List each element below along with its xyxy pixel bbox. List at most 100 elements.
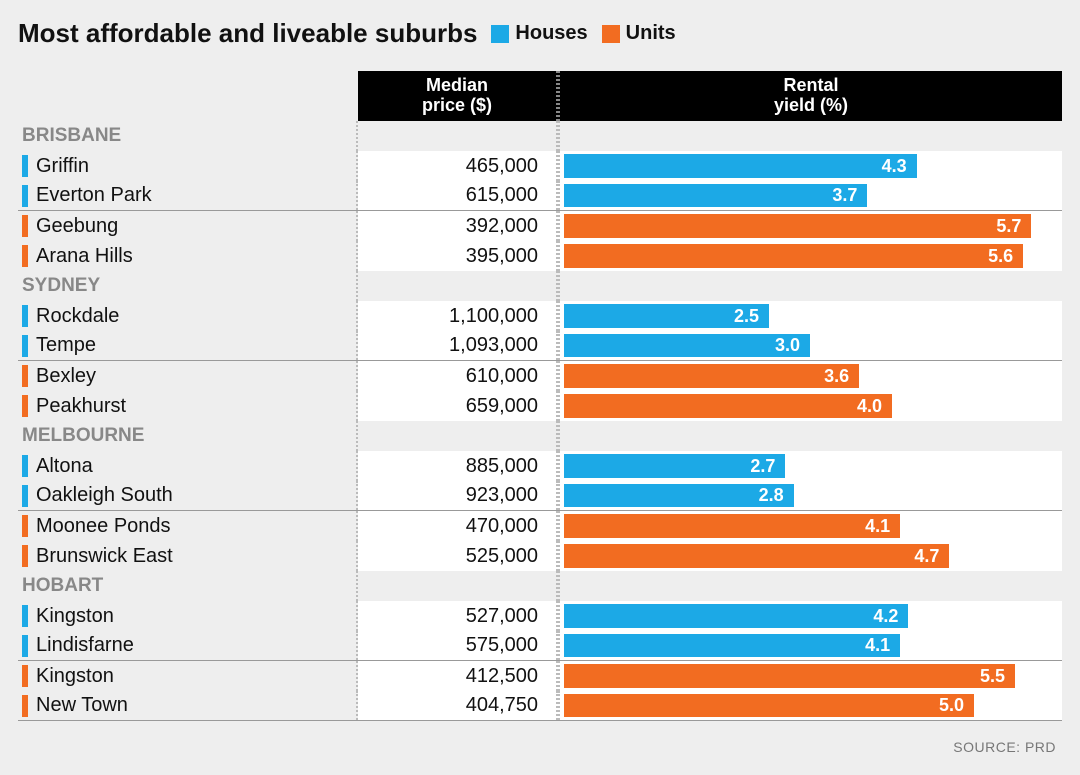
- yield-cell: 5.0: [558, 691, 1062, 720]
- suburb-name-cell: Peakhurst: [18, 391, 358, 421]
- suburb-name: Bexley: [36, 365, 96, 388]
- yield-bar: 4.0: [564, 394, 892, 418]
- row-type-tag: [22, 485, 28, 507]
- suburb-name-cell: Lindisfarne: [18, 631, 358, 660]
- suburb-name-cell: Tempe: [18, 331, 358, 360]
- yield-cell: 5.5: [558, 661, 1062, 691]
- row-type-tag: [22, 395, 28, 417]
- median-price: 465,000: [358, 151, 558, 181]
- city-yield-blank: [558, 421, 1062, 451]
- yield-bar: 3.0: [564, 334, 810, 357]
- suburb-name: Tempe: [36, 334, 96, 357]
- city-label: MELBOURNE: [18, 421, 358, 451]
- table-row: Tempe 1,093,000 3.0: [18, 331, 1062, 361]
- row-type-tag: [22, 305, 28, 327]
- city-row: BRISBANE: [18, 121, 1062, 151]
- row-type-tag: [22, 155, 28, 177]
- suburb-name-cell: Griffin: [18, 151, 358, 181]
- header-blank: [18, 71, 358, 121]
- legend-houses-swatch: [491, 25, 509, 43]
- header-yield: Rental yield (%): [558, 71, 1062, 121]
- yield-cell: 5.6: [558, 241, 1062, 271]
- suburb-name-cell: Altona: [18, 451, 358, 481]
- table-row: Moonee Ponds 470,0004.1: [18, 511, 1062, 541]
- suburb-name: Arana Hills: [36, 245, 133, 268]
- table-row: Kingston527,0004.2: [18, 601, 1062, 631]
- city-label: BRISBANE: [18, 121, 358, 151]
- yield-cell: 3.0: [558, 331, 1062, 360]
- median-price: 404,750: [358, 691, 558, 720]
- yield-cell: 3.7: [558, 181, 1062, 210]
- yield-cell: 4.0: [558, 391, 1062, 421]
- median-price: 470,000: [358, 511, 558, 541]
- yield-bar: 3.6: [564, 364, 859, 388]
- yield-bar: 2.8: [564, 484, 794, 507]
- table-row: Brunswick East525,0004.7: [18, 541, 1062, 571]
- title-row: Most affordable and liveable suburbs Hou…: [18, 18, 1062, 49]
- header-price-l2: price ($): [422, 96, 492, 116]
- city-price-blank: [358, 121, 558, 151]
- city-yield-blank: [558, 121, 1062, 151]
- median-price: 1,093,000: [358, 331, 558, 360]
- row-type-tag: [22, 695, 28, 717]
- table-row: Oakleigh South923,0002.8: [18, 481, 1062, 511]
- table-row: Lindisfarne575,000 4.1: [18, 631, 1062, 661]
- median-price: 885,000: [358, 451, 558, 481]
- yield-cell: 2.7: [558, 451, 1062, 481]
- header-yield-l2: yield (%): [774, 96, 848, 116]
- city-label: HOBART: [18, 571, 358, 601]
- yield-bar: 4.7: [564, 544, 949, 568]
- suburb-name: Griffin: [36, 155, 89, 178]
- yield-cell: 2.5: [558, 301, 1062, 331]
- yield-cell: 5.7: [558, 211, 1062, 241]
- suburb-name: Oakleigh South: [36, 484, 173, 507]
- yield-bar: 5.7: [564, 214, 1031, 238]
- median-price: 659,000: [358, 391, 558, 421]
- city-row: HOBART: [18, 571, 1062, 601]
- header-price: Median price ($): [358, 71, 558, 121]
- median-price: 615,000: [358, 181, 558, 210]
- yield-bar: 5.0: [564, 694, 974, 717]
- source-credit: SOURCE: PRD: [18, 739, 1062, 755]
- row-type-tag: [22, 605, 28, 627]
- row-type-tag: [22, 365, 28, 387]
- city-yield-blank: [558, 271, 1062, 301]
- median-price: 525,000: [358, 541, 558, 571]
- suburb-name: Everton Park: [36, 184, 152, 207]
- suburb-name: Kingston: [36, 605, 114, 628]
- city-row: SYDNEY: [18, 271, 1062, 301]
- suburb-name: Altona: [36, 455, 93, 478]
- suburb-name: Moonee Ponds: [36, 515, 171, 538]
- yield-cell: 2.8: [558, 481, 1062, 510]
- legend-houses-label: Houses: [515, 22, 587, 45]
- legend-houses: Houses: [491, 22, 587, 45]
- city-row: MELBOURNE: [18, 421, 1062, 451]
- city-label: SYDNEY: [18, 271, 358, 301]
- legend-units-swatch: [602, 25, 620, 43]
- median-price: 527,000: [358, 601, 558, 631]
- median-price: 610,000: [358, 361, 558, 391]
- yield-bar: 4.1: [564, 634, 900, 657]
- yield-bar: 4.1: [564, 514, 900, 538]
- table-row: Peakhurst659,0004.0: [18, 391, 1062, 421]
- row-type-tag: [22, 665, 28, 687]
- table-row: Altona 885,0002.7: [18, 451, 1062, 481]
- median-price: 412,500: [358, 661, 558, 691]
- table-row: Geebung392,0005.7: [18, 211, 1062, 241]
- median-price: 575,000: [358, 631, 558, 660]
- suburb-name-cell: Bexley: [18, 361, 358, 391]
- row-type-tag: [22, 215, 28, 237]
- row-type-tag: [22, 515, 28, 537]
- yield-cell: 4.3: [558, 151, 1062, 181]
- rows-container: BRISBANE Griffin 465,0004.3 Everton Park 615…: [18, 121, 1062, 721]
- median-price: 395,000: [358, 241, 558, 271]
- row-type-tag: [22, 455, 28, 477]
- yield-cell: 3.6: [558, 361, 1062, 391]
- suburb-name-cell: New Town: [18, 691, 358, 720]
- suburb-name-cell: Rockdale: [18, 301, 358, 331]
- suburb-name-cell: Kingston: [18, 601, 358, 631]
- suburb-name-cell: Kingston: [18, 661, 358, 691]
- median-price: 392,000: [358, 211, 558, 241]
- suburb-name-cell: Everton Park: [18, 181, 358, 210]
- suburb-name: Rockdale: [36, 305, 119, 328]
